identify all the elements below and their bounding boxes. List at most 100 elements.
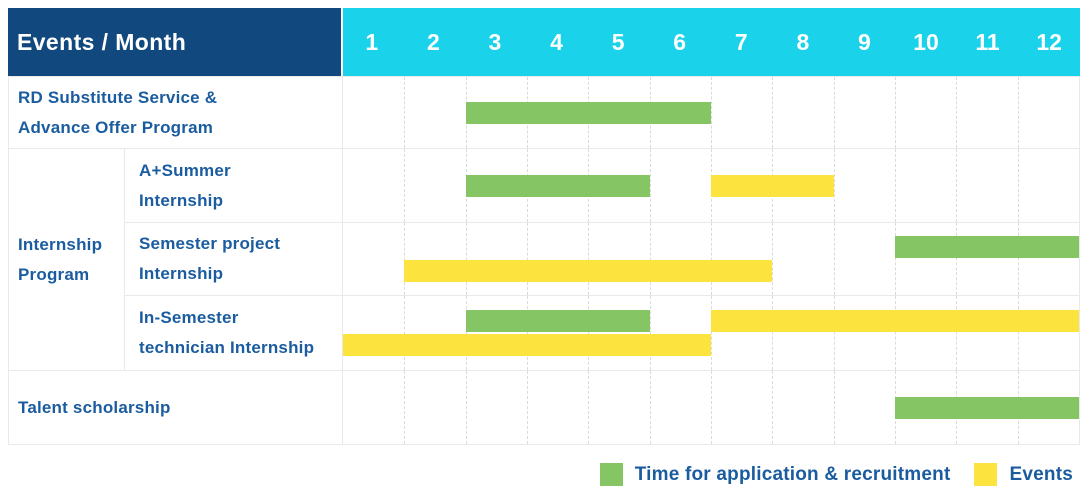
row-label-line: Internship [139, 190, 224, 210]
month-gridline [895, 77, 896, 148]
row-label-a-plus-summer: A+Summer Internship [125, 149, 342, 222]
month-gridline [404, 223, 406, 295]
table-row-talent-scholarship: Talent scholarship [9, 370, 1079, 444]
month-gridline [833, 77, 835, 148]
month-gridline [465, 371, 467, 444]
month-gridline [588, 371, 590, 444]
row-label-in-semester-technician: In-Semester technician Internship [125, 296, 342, 370]
month-gridline [711, 77, 712, 148]
month-gridline [1017, 149, 1019, 222]
table-body: RD Substitute Service & Advance Offer Pr… [8, 76, 1080, 445]
row-label-rd-substitute: RD Substitute Service & Advance Offer Pr… [9, 77, 342, 148]
events-month-header-cell: Events / Month [8, 8, 341, 76]
legend-label: Time for application & recruitment [634, 463, 951, 485]
month-gridline [956, 296, 958, 370]
row-label-talent-scholarship: Talent scholarship [9, 371, 342, 444]
month-gridline [895, 296, 896, 370]
timeline-talent-scholarship [342, 371, 1079, 444]
group-label-line: Program [18, 264, 90, 284]
application-recruitment-bar [895, 236, 1079, 258]
application-recruitment-bar [895, 396, 1079, 419]
month-label-11: 11 [975, 28, 1000, 55]
month-gridline [1017, 296, 1019, 370]
month-gridline [404, 296, 406, 370]
month-gridline [772, 371, 774, 444]
application-recruitment-bar [465, 310, 650, 332]
month-gridline [465, 296, 467, 370]
row-label-line: RD Substitute Service & [18, 87, 218, 107]
month-label-4: 4 [550, 28, 563, 55]
month-label-12: 12 [1036, 28, 1062, 55]
row-label-semester-project: Semester project Internship [125, 223, 342, 295]
table-header-row: Events / Month 1 2 3 4 5 6 7 8 9 10 11 1… [8, 8, 1080, 76]
month-gridline [711, 371, 712, 444]
month-gridline [1017, 223, 1019, 295]
legend-label: Events [1009, 463, 1073, 485]
events-bar [404, 260, 773, 282]
month-gridline [527, 296, 528, 370]
month-gridline [772, 223, 774, 295]
timeline-a-plus-summer [342, 149, 1079, 222]
table-row-in-semester-technician: In-Semester technician Internship [125, 295, 1079, 370]
month-gridline [649, 296, 651, 370]
month-gridline [649, 149, 651, 222]
month-gridline [895, 223, 896, 295]
month-label-1: 1 [365, 28, 379, 55]
row-label-line: In-Semester [139, 308, 239, 327]
events-month-table: Events / Month 1 2 3 4 5 6 7 8 9 10 11 1… [8, 8, 1080, 445]
month-gridline [404, 77, 406, 148]
group-subrows: A+Summer Internship Semester project Int… [125, 149, 1079, 370]
month-gridline [956, 223, 958, 295]
events-bar [711, 310, 1079, 332]
green-swatch-icon [599, 463, 623, 486]
month-gridline [527, 223, 528, 295]
row-label-line: Talent scholarship [18, 397, 171, 417]
month-gridline [527, 371, 528, 444]
application-recruitment-bar [465, 174, 650, 197]
row-label-line: Advance Offer Program [18, 117, 214, 137]
month-label-9: 9 [858, 28, 871, 55]
timeline-rd-substitute [342, 77, 1079, 148]
month-gridline [956, 149, 958, 222]
month-gridline [833, 371, 835, 444]
legend: Time for application & recruitment Event… [599, 463, 1073, 486]
group-label-line: Internship [18, 234, 103, 254]
month-gridline [588, 223, 590, 295]
events-bar [343, 334, 711, 356]
legend-item-application-recruitment: Time for application & recruitment [599, 463, 951, 486]
events-bar [711, 174, 834, 197]
month-gridline [711, 223, 712, 295]
month-gridline [649, 223, 651, 295]
month-gridline [895, 149, 896, 222]
table-row-semester-project: Semester project Internship [125, 222, 1079, 295]
month-label-5: 5 [611, 28, 625, 55]
timeline-in-semester-technician [342, 296, 1079, 370]
month-gridline [833, 223, 835, 295]
month-gridline [711, 296, 712, 370]
application-recruitment-bar [465, 101, 711, 124]
month-label-7: 7 [734, 28, 748, 55]
month-label-8: 8 [796, 28, 810, 55]
group-label-internship-program: Internship Program [9, 149, 125, 370]
month-label-10: 10 [913, 28, 939, 55]
month-gridline [649, 371, 651, 444]
month-label-2: 2 [426, 28, 440, 55]
table-row-rd-substitute: RD Substitute Service & Advance Offer Pr… [9, 77, 1079, 148]
month-gridline [588, 296, 590, 370]
timeline-semester-project [342, 223, 1079, 295]
month-gridline [465, 223, 467, 295]
legend-item-events: Events [974, 463, 1073, 486]
month-gridline [833, 149, 835, 222]
yellow-swatch-icon [974, 463, 998, 486]
row-label-line: A+Summer [139, 160, 231, 180]
row-label-line: Semester project [139, 234, 281, 253]
table-group-internship-program: Internship Program A+Summer Internship S… [9, 148, 1079, 370]
month-gridline [833, 296, 835, 370]
table-row-a-plus-summer: A+Summer Internship [125, 149, 1079, 222]
month-gridline [404, 371, 406, 444]
row-label-line: technician Internship [139, 338, 315, 357]
month-gridline [404, 149, 406, 222]
month-gridline [772, 77, 774, 148]
month-gridline [1017, 77, 1019, 148]
